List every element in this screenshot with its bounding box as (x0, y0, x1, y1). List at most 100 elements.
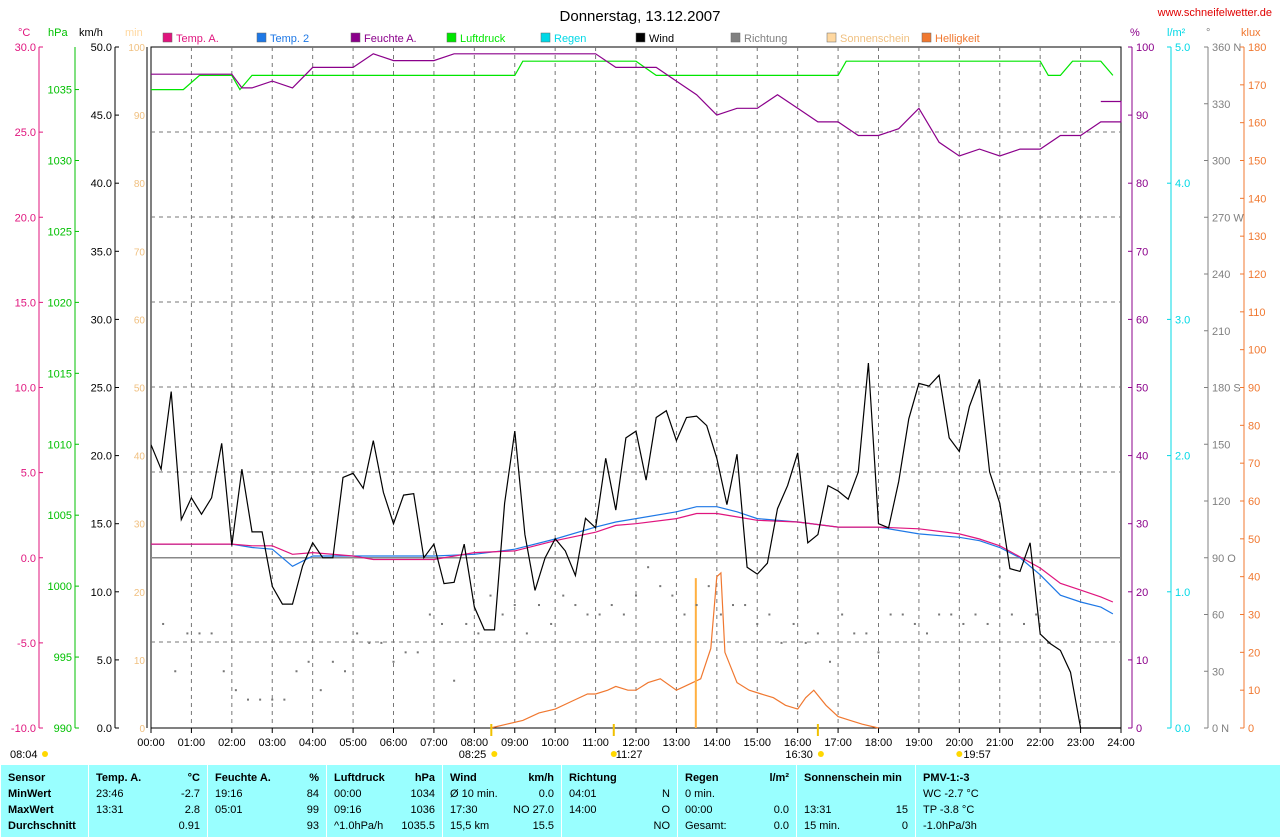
lux-tick-label: 150 (1248, 156, 1266, 168)
press-tick-label: 1005 (48, 510, 72, 522)
direction-dot (162, 622, 165, 625)
sunmin-tick-label: 30 (134, 520, 146, 531)
x-tick-label: 23:00 (1067, 737, 1095, 749)
dir-tick-label: 210 (1212, 326, 1230, 338)
direction-dot (780, 641, 783, 644)
rain-tick-label: 5.0 (1175, 42, 1190, 54)
direction-dot (501, 613, 504, 616)
stats-header: Feuchte A. (215, 772, 271, 784)
stats-cell: MinWert (8, 788, 52, 800)
legend-swatch-4 (540, 32, 551, 43)
dir-tick-label: 330 (1212, 99, 1230, 111)
direction-dot (489, 594, 492, 597)
direction-dot (441, 622, 443, 625)
lux-tick-label: 120 (1248, 269, 1266, 281)
press-unit-label: hPa (48, 27, 68, 39)
series-wind (150, 362, 1121, 729)
rain-tick-label: 4.0 (1175, 178, 1190, 190)
legend-label-4: Regen (554, 33, 586, 45)
wind-tick-label: 15.0 (91, 519, 112, 531)
direction-dot (586, 613, 589, 616)
direction-dot (404, 651, 407, 654)
lux-tick-label: 60 (1248, 496, 1260, 508)
direction-dot (295, 670, 298, 673)
stats-header: Temp. A. (96, 772, 142, 784)
temp-tick-label: -10.0 (11, 723, 36, 735)
stats-header: PMV-1:-3 (923, 772, 970, 784)
lux-tick-label: 80 (1248, 420, 1260, 432)
legend-label-5: Wind (649, 33, 674, 45)
lux-tick-label: 110 (1248, 307, 1266, 319)
wind-tick-label: 35.0 (91, 246, 112, 258)
lux-tick-label: 0 (1248, 723, 1254, 735)
rain-tick-label: 3.0 (1175, 314, 1190, 326)
stats-cell-value: 15 (895, 804, 908, 816)
lux-tick-label: 70 (1248, 458, 1260, 470)
sun-icon (491, 751, 498, 757)
stats-cell: WC -2.7 °C (923, 788, 979, 800)
stats-column: Sensor MinWert MaxWert Durchschnitt (0, 765, 89, 837)
x-tick-label: 19:00 (905, 737, 933, 749)
direction-dot (1010, 613, 1013, 616)
sunmin-tick-label: 80 (134, 179, 146, 190)
lux-tick-label: 170 (1248, 80, 1266, 92)
series-luftdruck (151, 60, 1114, 91)
lux-tick-label: 130 (1248, 231, 1266, 243)
x-tick-label: 21:00 (986, 737, 1014, 749)
legend-swatch-3 (446, 32, 457, 43)
direction-dot (865, 632, 868, 635)
direction-dot (622, 613, 625, 616)
direction-dot (1035, 613, 1038, 616)
legend-swatch-1 (256, 32, 267, 43)
stats-cell: 05:01 (215, 804, 243, 816)
dir-tick-label: 120 (1212, 496, 1230, 508)
legend-swatch-2 (350, 32, 361, 43)
press-tick-label: 1030 (48, 156, 72, 168)
wind-tick-label: 20.0 (91, 451, 112, 463)
stats-cell: 17:30 (450, 804, 478, 816)
direction-dot (210, 632, 213, 635)
direction-dot (768, 613, 771, 616)
x-tick-label: 06:00 (380, 737, 408, 749)
x-tick-label: 14:00 (703, 737, 731, 749)
direction-dot (283, 698, 286, 701)
stats-cell: MaxWert (8, 804, 54, 816)
dir-tick-label: 0 N (1212, 723, 1229, 735)
direction-dot (453, 679, 456, 682)
sunmin-tick-label: 10 (134, 656, 146, 667)
hum-tick-label: 20 (1136, 587, 1148, 599)
moonset-label: 19:57 (963, 749, 991, 761)
wind-tick-label: 10.0 (91, 587, 112, 599)
stats-cell: 13:31 (804, 804, 832, 816)
stats-cell: -1.0hPa/3h (923, 820, 977, 832)
press-tick-label: 1000 (48, 581, 72, 593)
stats-column: PMV-1:-3 WC -2.7 °C TP -3.8 °C -1.0hPa/3h (915, 765, 1011, 837)
stats-unit: l/m² (769, 772, 789, 784)
direction-dot (259, 698, 262, 701)
direction-dot (841, 613, 844, 616)
direction-dot (319, 689, 322, 692)
series-temp2 (151, 506, 1114, 615)
direction-dot (962, 622, 965, 625)
press-tick-label: 1020 (48, 297, 72, 309)
x-tick-label: 17:00 (824, 737, 852, 749)
sun-marker-label: 16:30 (785, 749, 813, 761)
sunmin-tick-label: 40 (134, 452, 146, 463)
series-helligkeit (490, 571, 879, 729)
direction-dot (538, 604, 540, 607)
temp-tick-label: 5.0 (21, 468, 36, 480)
sunmin-tick-label: 60 (134, 315, 146, 326)
stats-cell: 00:00 (334, 788, 362, 800)
sunmin-tick-label: 20 (134, 588, 146, 599)
x-tick-label: 10:00 (541, 737, 569, 749)
legend-label-6: Richtung (744, 33, 787, 45)
dir-tick-label: 30 (1212, 666, 1224, 678)
direction-dot (683, 613, 686, 616)
stats-cell-value: NO (653, 820, 671, 832)
direction-dot (174, 670, 177, 673)
direction-dot (889, 613, 892, 616)
wind-tick-label: 40.0 (91, 178, 112, 190)
direction-dot (550, 622, 553, 625)
direction-dot (816, 632, 819, 635)
lux-tick-label: 140 (1248, 193, 1266, 205)
